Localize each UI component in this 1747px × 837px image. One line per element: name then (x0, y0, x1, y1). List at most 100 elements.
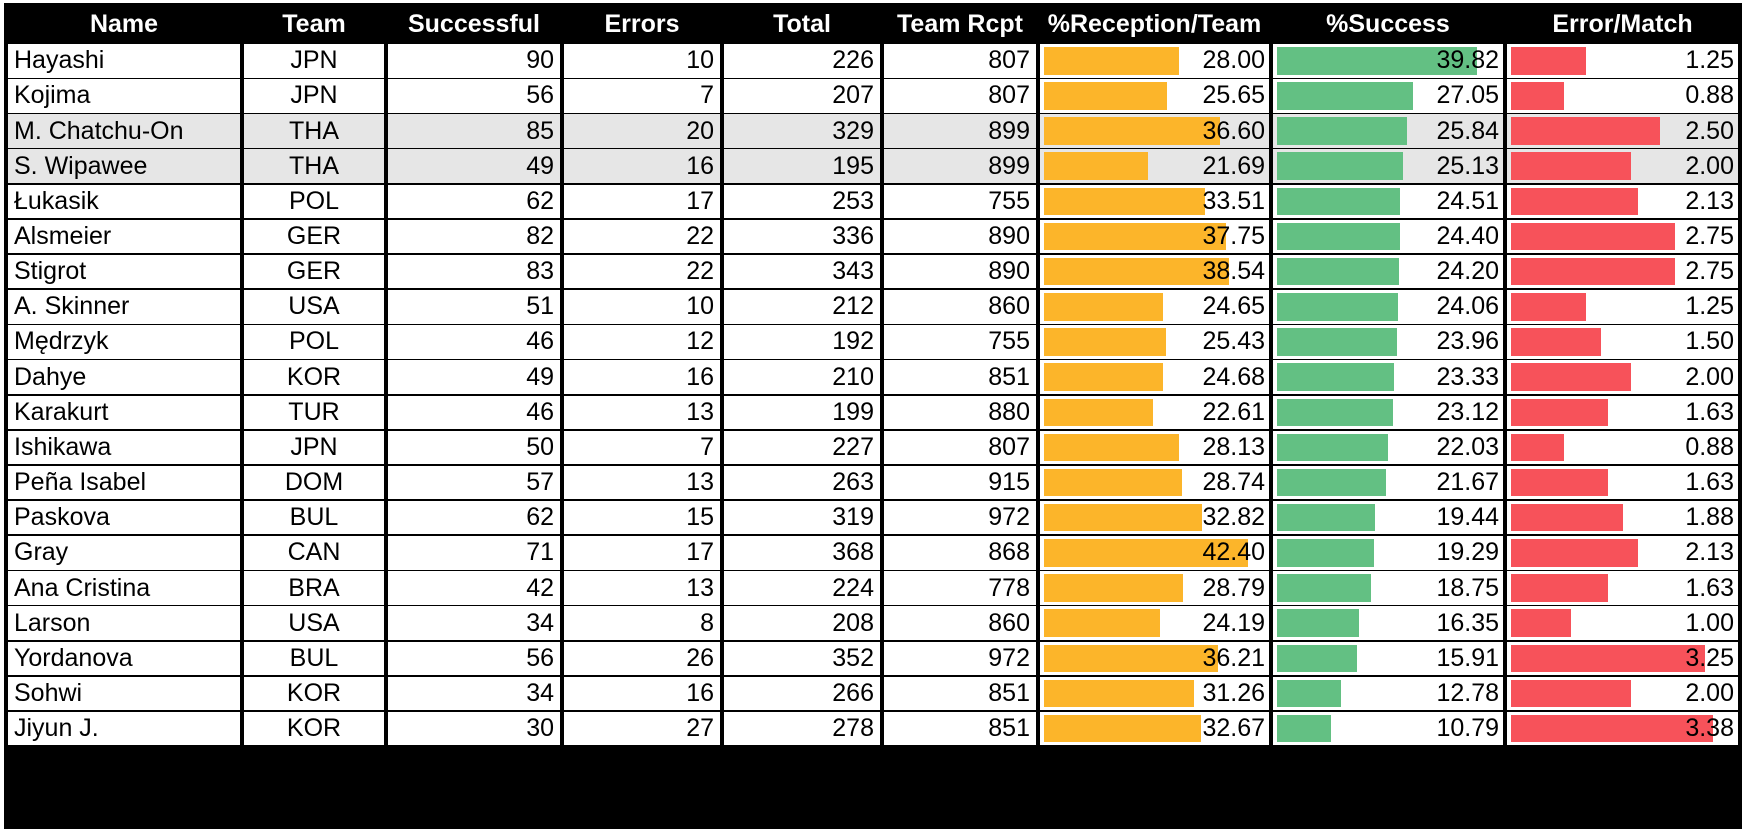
error-bar-value: 1.25 (1685, 292, 1734, 321)
error-match-cell: 0.88 (1507, 79, 1738, 113)
error-bar-value: 0.88 (1685, 432, 1734, 461)
header-successful[interactable]: Successful (407, 10, 540, 38)
player-name-cell: Kojima (8, 79, 240, 113)
success-bar (1277, 433, 1388, 462)
error-match-cell: 2.00 (1507, 149, 1738, 183)
table-row[interactable]: Gray CAN 71 17 368 868 42.40 19.29 2.13 (4, 536, 1742, 570)
reception-team-cell: 28.00 (1040, 44, 1269, 78)
reception-bar (1044, 609, 1161, 637)
reception-team-cell: 28.13 (1040, 430, 1269, 465)
success-bar-value: 24.40 (1436, 222, 1499, 250)
reception-bar-value: 25.65 (1202, 81, 1265, 110)
header-team-rcpt[interactable]: Team Rcpt (897, 10, 1023, 38)
table-row[interactable]: Łukasik POL 62 17 253 755 33.51 24.51 2.13 (4, 184, 1742, 219)
header-reception-team[interactable]: %Reception/Team (1047, 10, 1262, 38)
reception-bar (1044, 433, 1180, 462)
team-rcpt-cell: 972 (884, 641, 1036, 676)
total-cell: 208 (724, 606, 880, 640)
errors-cell: 20 (564, 114, 720, 148)
table-row[interactable]: A. Skinner USA 51 10 212 860 24.65 24.06 1.25 (4, 290, 1742, 324)
error-bar (1511, 117, 1661, 145)
total-cell: 343 (724, 254, 880, 289)
team-rcpt-cell: 915 (884, 465, 1036, 500)
table-row[interactable]: Hayashi JPN 90 10 226 807 28.00 39.82 1.25 (4, 44, 1742, 78)
table-row[interactable]: Ishikawa JPN 50 7 227 807 28.13 22.03 0.88 (4, 430, 1742, 465)
errors-cell: 22 (564, 254, 720, 289)
team-rcpt-cell: 860 (884, 290, 1036, 324)
table-row[interactable]: Jiyun J. KOR 30 27 278 851 32.67 10.79 3.38 (4, 711, 1742, 746)
total-cell: 266 (724, 676, 880, 711)
reception-bar (1044, 152, 1149, 180)
player-name-cell: Stigrot (8, 254, 240, 289)
player-name-cell: Mędrzyk (8, 325, 240, 359)
table-row[interactable]: Sohwi KOR 34 16 266 851 31.26 12.78 2.00 (4, 676, 1742, 711)
header-success-pct[interactable]: %Success (1326, 10, 1450, 38)
error-bar-value: 2.50 (1685, 116, 1734, 145)
team-rcpt-cell: 807 (884, 79, 1036, 113)
total-cell: 263 (724, 465, 880, 500)
team-cell: CAN (244, 536, 384, 570)
reception-team-cell: 33.51 (1040, 184, 1269, 219)
header-errors[interactable]: Errors (604, 10, 680, 38)
table-row[interactable]: Ana Cristina BRA 42 13 224 778 28.79 18.75 1.63 (4, 571, 1742, 605)
reception-bar (1044, 293, 1163, 321)
table-row[interactable]: Kojima JPN 56 7 207 807 25.65 27.05 0.88 (4, 79, 1742, 113)
successful-cell: 57 (388, 465, 560, 500)
error-match-cell: 3.25 (1507, 641, 1738, 676)
success-pct-cell: 25.84 (1273, 114, 1503, 148)
table-row[interactable]: Paskova BUL 62 15 319 972 32.82 19.44 1.88 (4, 500, 1742, 535)
table-row[interactable]: Stigrot GER 83 22 343 890 38.54 24.20 2.75 (4, 254, 1742, 289)
reception-team-cell: 25.43 (1040, 325, 1269, 359)
team-rcpt-cell: 899 (884, 149, 1036, 183)
table-row[interactable]: S. Wipawee THA 49 16 195 899 21.69 25.13 2.00 (4, 149, 1742, 183)
reception-bar (1044, 47, 1179, 75)
success-pct-cell: 19.44 (1273, 500, 1503, 535)
errors-cell: 16 (564, 149, 720, 183)
player-name-cell: Dahye (8, 360, 240, 394)
error-match-cell: 1.63 (1507, 571, 1738, 605)
table-row[interactable]: M. Chatchu-On THA 85 20 329 899 36.60 25.84 2.50 (4, 114, 1742, 148)
table-row[interactable]: Yordanova BUL 56 26 352 972 36.21 15.91 3.25 (4, 641, 1742, 676)
reception-team-cell: 24.19 (1040, 606, 1269, 640)
error-bar-value: 0.88 (1685, 81, 1734, 110)
table-row[interactable]: Peña Isabel DOM 57 13 263 915 28.74 21.67 1.63 (4, 465, 1742, 500)
reception-bar (1044, 363, 1163, 391)
reception-bar (1044, 714, 1202, 743)
player-name-cell: Hayashi (8, 44, 240, 78)
reception-bar-value: 22.61 (1202, 397, 1265, 426)
success-pct-cell: 25.13 (1273, 149, 1503, 183)
reception-bar (1044, 398, 1153, 426)
header-error-match[interactable]: Error/Match (1552, 10, 1693, 38)
success-bar (1277, 117, 1407, 145)
success-pct-cell: 39.82 (1273, 44, 1503, 78)
reception-team-cell: 32.67 (1040, 711, 1269, 746)
errors-cell: 7 (564, 79, 720, 113)
total-cell: 210 (724, 360, 880, 394)
header-name[interactable]: Name (89, 10, 159, 38)
reception-team-cell: 28.74 (1040, 465, 1269, 500)
team-rcpt-cell: 755 (884, 184, 1036, 219)
header-total[interactable]: Total (773, 10, 831, 38)
errors-cell: 15 (564, 500, 720, 535)
table-row[interactable]: Karakurt TUR 46 13 199 880 22.61 23.12 1.63 (4, 395, 1742, 429)
error-bar (1511, 47, 1586, 75)
table-row[interactable]: Alsmeier GER 82 22 336 890 37.75 24.40 2.75 (4, 219, 1742, 254)
errors-cell: 16 (564, 360, 720, 394)
player-name-cell: Yordanova (8, 641, 240, 676)
errors-cell: 13 (564, 571, 720, 605)
table-row[interactable]: Dahye KOR 49 16 210 851 24.68 23.33 2.00 (4, 360, 1742, 394)
player-name-cell: Larson (8, 606, 240, 640)
error-bar (1511, 468, 1609, 497)
successful-cell: 51 (388, 290, 560, 324)
header-team[interactable]: Team (282, 10, 346, 38)
error-bar-value: 2.13 (1685, 186, 1734, 215)
table-row[interactable]: Mędrzyk POL 46 12 192 755 25.43 23.96 1.50 (4, 325, 1742, 359)
reception-team-cell: 31.26 (1040, 676, 1269, 711)
table-row[interactable]: Larson USA 34 8 208 860 24.19 16.35 1.00 (4, 606, 1742, 640)
team-rcpt-cell: 851 (884, 360, 1036, 394)
reception-bar (1044, 574, 1183, 602)
success-bar (1277, 257, 1399, 286)
reception-bar-value: 32.82 (1202, 503, 1265, 532)
errors-cell: 27 (564, 711, 720, 746)
success-pct-cell: 24.40 (1273, 219, 1503, 254)
